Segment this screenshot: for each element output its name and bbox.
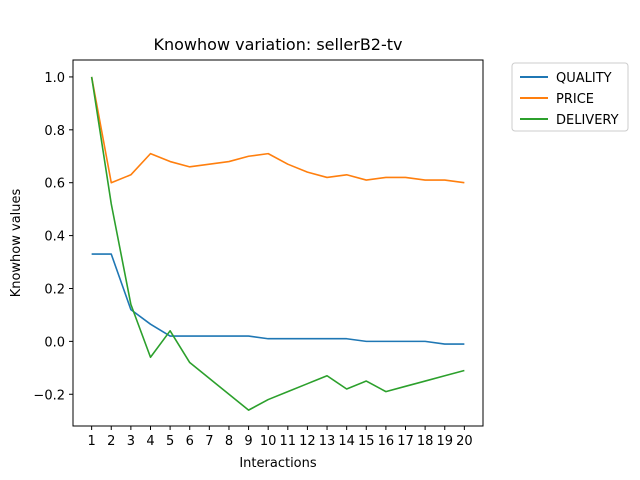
x-tick-label: 6 [186,434,194,449]
legend: QUALITY PRICE DELIVERY [511,62,629,132]
x-tick-label: 12 [299,434,316,449]
plot-area-frame [72,59,484,427]
x-tick-label: 10 [260,434,277,449]
x-tick-label: 14 [338,434,355,449]
series-line-quality [91,253,465,345]
x-tick-label: 13 [319,434,336,449]
series-line-price [90,76,465,184]
legend-label-delivery: DELIVERY [556,113,619,128]
y-tick-label: 0.0 [44,335,65,350]
x-tick-label: 7 [205,434,213,449]
series-line-delivery [90,76,465,411]
x-tick-label: 20 [456,434,473,449]
y-tick-label: 0.2 [44,282,65,297]
legend-label-price: PRICE [556,92,594,107]
y-tick-label: 0.4 [44,230,65,245]
legend-box [511,62,629,132]
legend-label-quality: QUALITY [556,71,612,86]
x-tick-label: 8 [225,434,233,449]
y-tick-label: 0.8 [44,124,65,139]
chart-title: Knowhow variation: sellerB2-tv [154,35,403,54]
x-tick-label: 19 [436,434,453,449]
y-axis-label: Knowhow values [9,188,24,297]
y-tick-label: 1.0 [44,71,65,86]
x-tick-label: 11 [280,434,297,449]
x-tick-label: 15 [358,434,375,449]
x-tick-label: 3 [127,434,135,449]
x-tick-label: 17 [397,434,414,449]
x-tick-label: 16 [378,434,395,449]
x-tick-label: 1 [87,434,95,449]
y-tick-label: −0.2 [33,388,65,403]
y-tick-label: 0.6 [44,177,65,192]
x-tick-label: 9 [244,434,252,449]
x-tick-label: 2 [107,434,115,449]
x-axis-label: Interactions [239,456,317,471]
x-tick-label: 18 [417,434,434,449]
x-tick-label: 5 [166,434,174,449]
x-tick-label: 4 [146,434,154,449]
